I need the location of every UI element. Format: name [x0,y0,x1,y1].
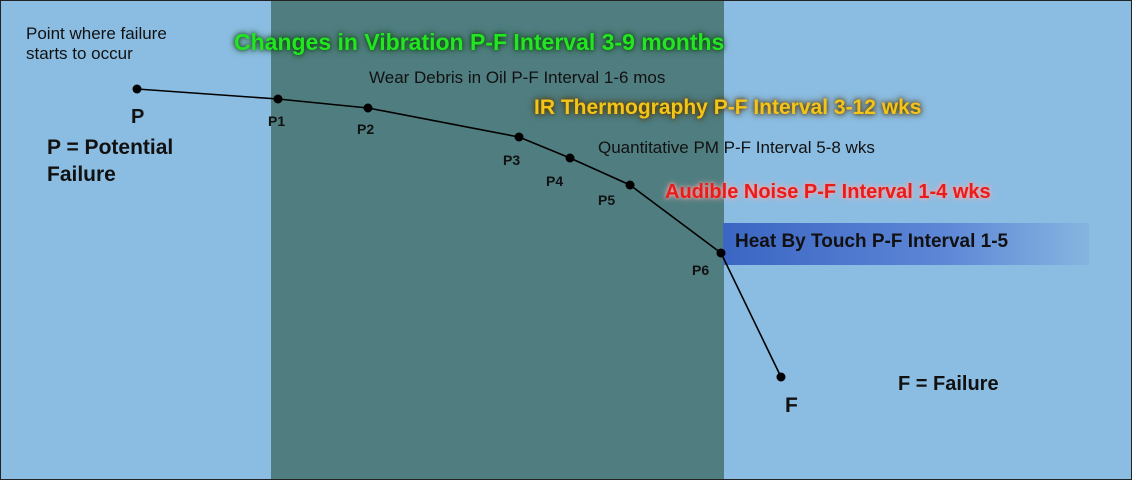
point-p5-label: P5 [598,192,616,208]
audible-noise-interval: Audible Noise P-F Interval 1-4 wks [665,181,991,203]
point-p4-label: P4 [546,173,564,189]
heat-by-touch-highlight [723,223,1089,265]
point-p5-marker [625,180,635,190]
f-definition: F = Failure [898,373,999,395]
point-p1-label: P1 [268,113,286,129]
point-p6-marker [716,248,726,258]
point-p-label: P [131,106,145,128]
point-p4-marker [565,153,575,163]
heat-by-touch-interval: Heat By Touch P-F Interval 1-5 [735,231,1009,252]
point-p3-label: P3 [503,152,521,168]
point-p3-marker [514,132,524,142]
vibration-interval: Changes in Vibration P-F Interval 3-9 mo… [234,29,725,55]
point-p2-marker [363,103,373,113]
point-p6-label: P6 [692,262,710,278]
pf-curve-line [136,88,782,378]
quantitative-pm-interval: Quantitative PM P-F Interval 5-8 wks [598,138,875,157]
point-f-label: F [785,394,798,417]
ir-thermography-interval: IR Thermography P-F Interval 3-12 wks [534,96,922,119]
intro-text: Point where failure starts to occur [26,24,167,64]
point-p2-label: P2 [357,121,375,137]
pf-interval-band [271,1,724,479]
p-definition: P = Potential Failure [47,136,174,187]
wear-debris-interval: Wear Debris in Oil P-F Interval 1-6 mos [369,68,666,87]
point-p1-marker [273,94,283,104]
point-f-marker [776,372,786,382]
point-p-marker [132,84,142,94]
